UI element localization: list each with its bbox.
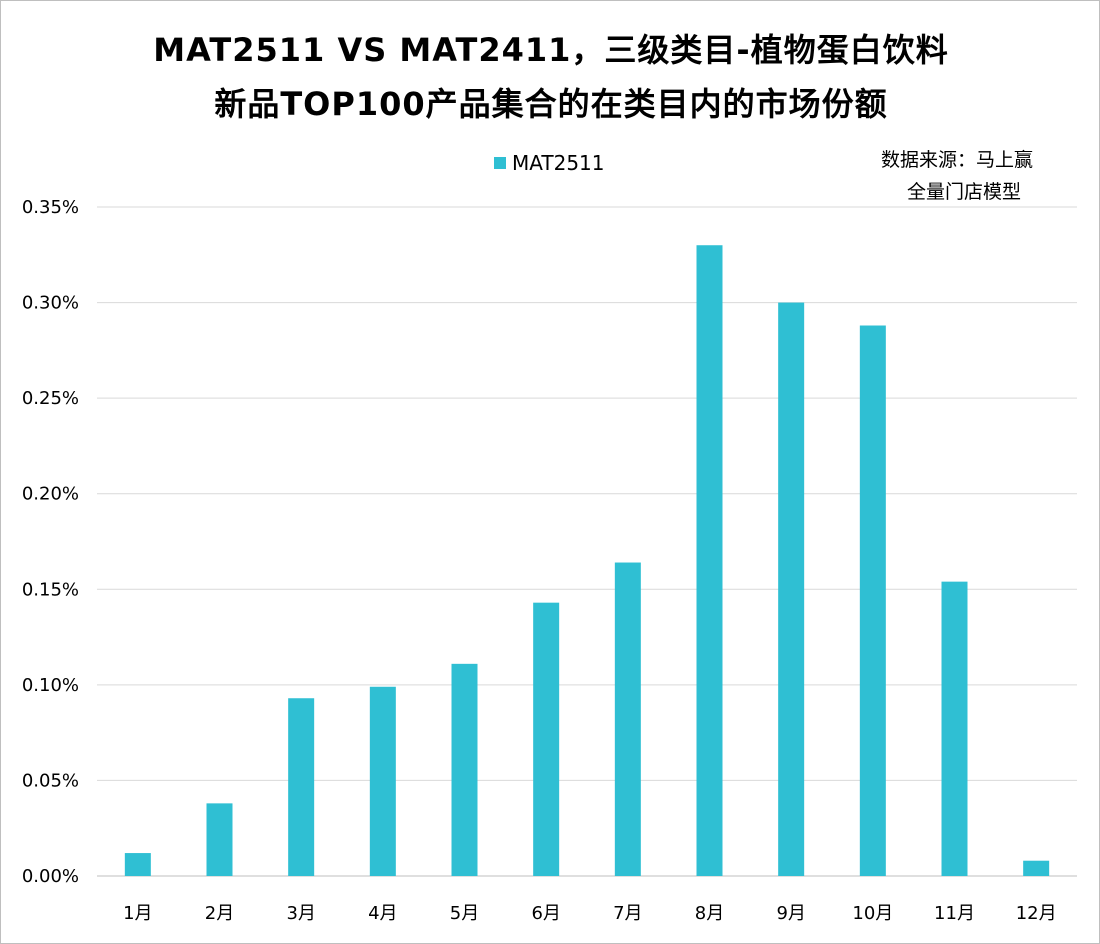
- bar-10: [859, 325, 886, 877]
- y-tick-label: 0.15%: [22, 579, 79, 600]
- bar-2: [206, 803, 233, 876]
- y-tick-label: 0.20%: [22, 484, 79, 505]
- x-tick-label: 10月: [852, 903, 893, 924]
- bar-6: [533, 602, 560, 876]
- legend-swatch: [494, 157, 506, 169]
- y-tick-label: 0.10%: [22, 675, 79, 696]
- bar-7: [614, 562, 641, 876]
- source-annotation-line2: 全量门店模型: [907, 181, 1022, 203]
- bar-8: [696, 245, 723, 876]
- bar-1: [124, 853, 151, 876]
- bar-12: [1023, 860, 1050, 876]
- legend: MAT2511: [494, 151, 605, 175]
- bar-4: [369, 686, 396, 876]
- bar-3: [288, 698, 315, 876]
- y-tick-label: 0.30%: [22, 293, 79, 314]
- y-tick-label: 0.05%: [22, 770, 79, 791]
- y-tick-label: 0.25%: [22, 388, 79, 409]
- x-tick-label: 1月: [123, 903, 152, 924]
- x-tick-label: 4月: [368, 903, 397, 924]
- x-tick-label: 11月: [934, 903, 975, 924]
- x-tick-label: 7月: [613, 903, 642, 924]
- x-tick-label: 12月: [1016, 903, 1057, 924]
- bar-5: [451, 663, 478, 876]
- x-tick-label: 6月: [531, 903, 560, 924]
- x-tick-label: 9月: [776, 903, 805, 924]
- chart-title-line1: MAT2511 VS MAT2411，三级类目-植物蛋白饮料: [153, 31, 949, 69]
- legend-label: MAT2511: [512, 151, 605, 175]
- bar-11: [941, 581, 968, 876]
- y-tick-label: 0.00%: [22, 866, 79, 887]
- x-tick-label: 2月: [205, 903, 234, 924]
- x-tick-label: 8月: [695, 903, 724, 924]
- y-tick-label: 0.35%: [22, 197, 79, 218]
- bar-9: [778, 302, 805, 877]
- chart-title-line2: 新品TOP100产品集合的在类目内的市场份额: [214, 85, 888, 123]
- source-annotation-line1: 数据来源：马上赢: [881, 149, 1034, 171]
- x-tick-label: 3月: [286, 903, 315, 924]
- x-tick-label: 5月: [450, 903, 479, 924]
